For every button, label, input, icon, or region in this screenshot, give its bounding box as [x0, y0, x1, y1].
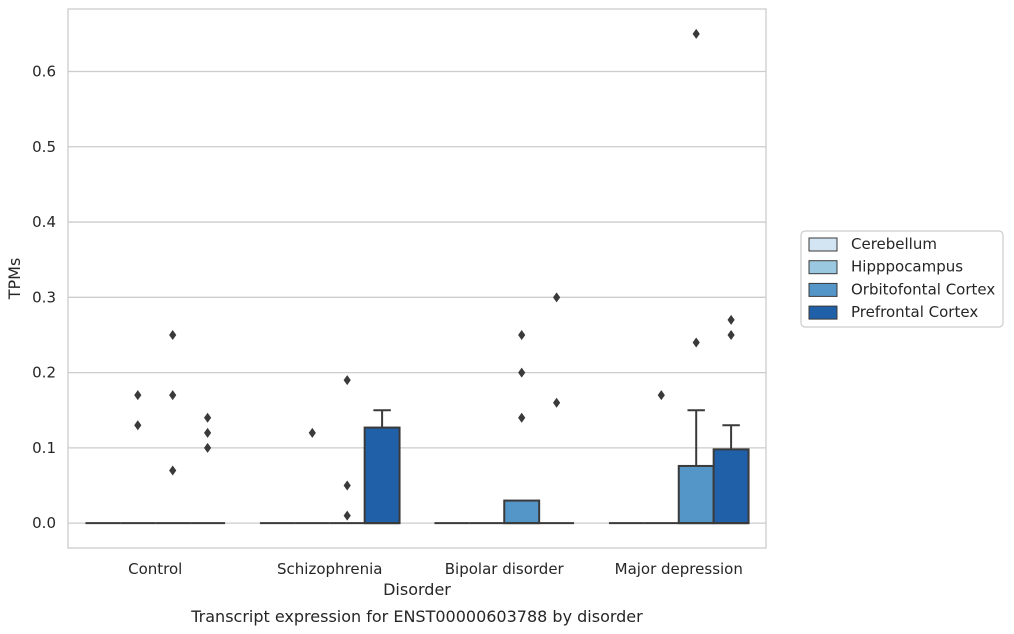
x-tick-label: Schizophrenia [277, 560, 382, 578]
x-tick-label: Bipolar disorder [445, 560, 565, 578]
outlier-point [727, 314, 735, 325]
box [677, 464, 715, 525]
legend-label: Cerebellum [851, 235, 937, 253]
outlier-point [692, 337, 700, 348]
outlier-point [553, 292, 561, 303]
outlier-point [657, 390, 665, 401]
legend-swatch [808, 260, 838, 275]
gridlines [68, 70, 766, 524]
box [363, 426, 401, 525]
outlier-point [169, 329, 177, 340]
outlier-point [518, 412, 526, 423]
legend-label: Orbitofontal Cortex [851, 280, 995, 298]
outlier-point [343, 375, 351, 386]
box [712, 448, 750, 525]
outlier-point [204, 412, 212, 423]
outlier-point [518, 329, 526, 340]
legend-label: Hipppocampus [851, 258, 963, 276]
y-axis-ticks: 0.0 0.1 0.2 0.3 0.4 0.5 0.6 [32, 62, 56, 532]
legend-label: Prefrontal Cortex [851, 303, 978, 321]
outlier-point [204, 442, 212, 453]
y-tick-label: 0.3 [32, 288, 56, 306]
legend-box [800, 230, 1004, 328]
plot-frame [67, 8, 767, 549]
outlier-point [553, 397, 561, 408]
outlier-point [308, 427, 316, 438]
outlier-point [343, 480, 351, 491]
y-tick-label: 0.0 [32, 514, 56, 532]
plot-marks [85, 28, 750, 525]
y-tick-label: 0.4 [32, 213, 56, 231]
outlier-point [169, 465, 177, 476]
x-axis-label: Disorder [383, 580, 451, 599]
outlier-point [169, 390, 177, 401]
outlier-point [134, 420, 142, 431]
legend: Cerebellum Hipppocampus Orbitofontal Corte… [800, 230, 1004, 328]
outlier-point [343, 510, 351, 521]
legend-swatch [808, 282, 838, 297]
legend-swatch [808, 305, 838, 320]
x-tick-label: Control [128, 560, 182, 578]
y-tick-label: 0.1 [32, 439, 56, 457]
x-axis-ticks: Control Schizophrenia Bipolar disorder Majo… [128, 560, 743, 578]
outlier-point [204, 427, 212, 438]
y-tick-label: 0.2 [32, 364, 56, 382]
outlier-point [692, 28, 700, 39]
chart-title: Transcript expression for ENST0000060378… [190, 607, 643, 626]
y-axis-label: TPMs [5, 258, 24, 301]
y-tick-label: 0.5 [32, 138, 56, 156]
legend-swatch [808, 237, 838, 252]
outlier-point [727, 329, 735, 340]
outlier-point [518, 367, 526, 378]
y-tick-label: 0.6 [32, 62, 56, 80]
outlier-point [134, 390, 142, 401]
x-tick-label: Major depression [615, 560, 743, 578]
box [503, 499, 541, 525]
